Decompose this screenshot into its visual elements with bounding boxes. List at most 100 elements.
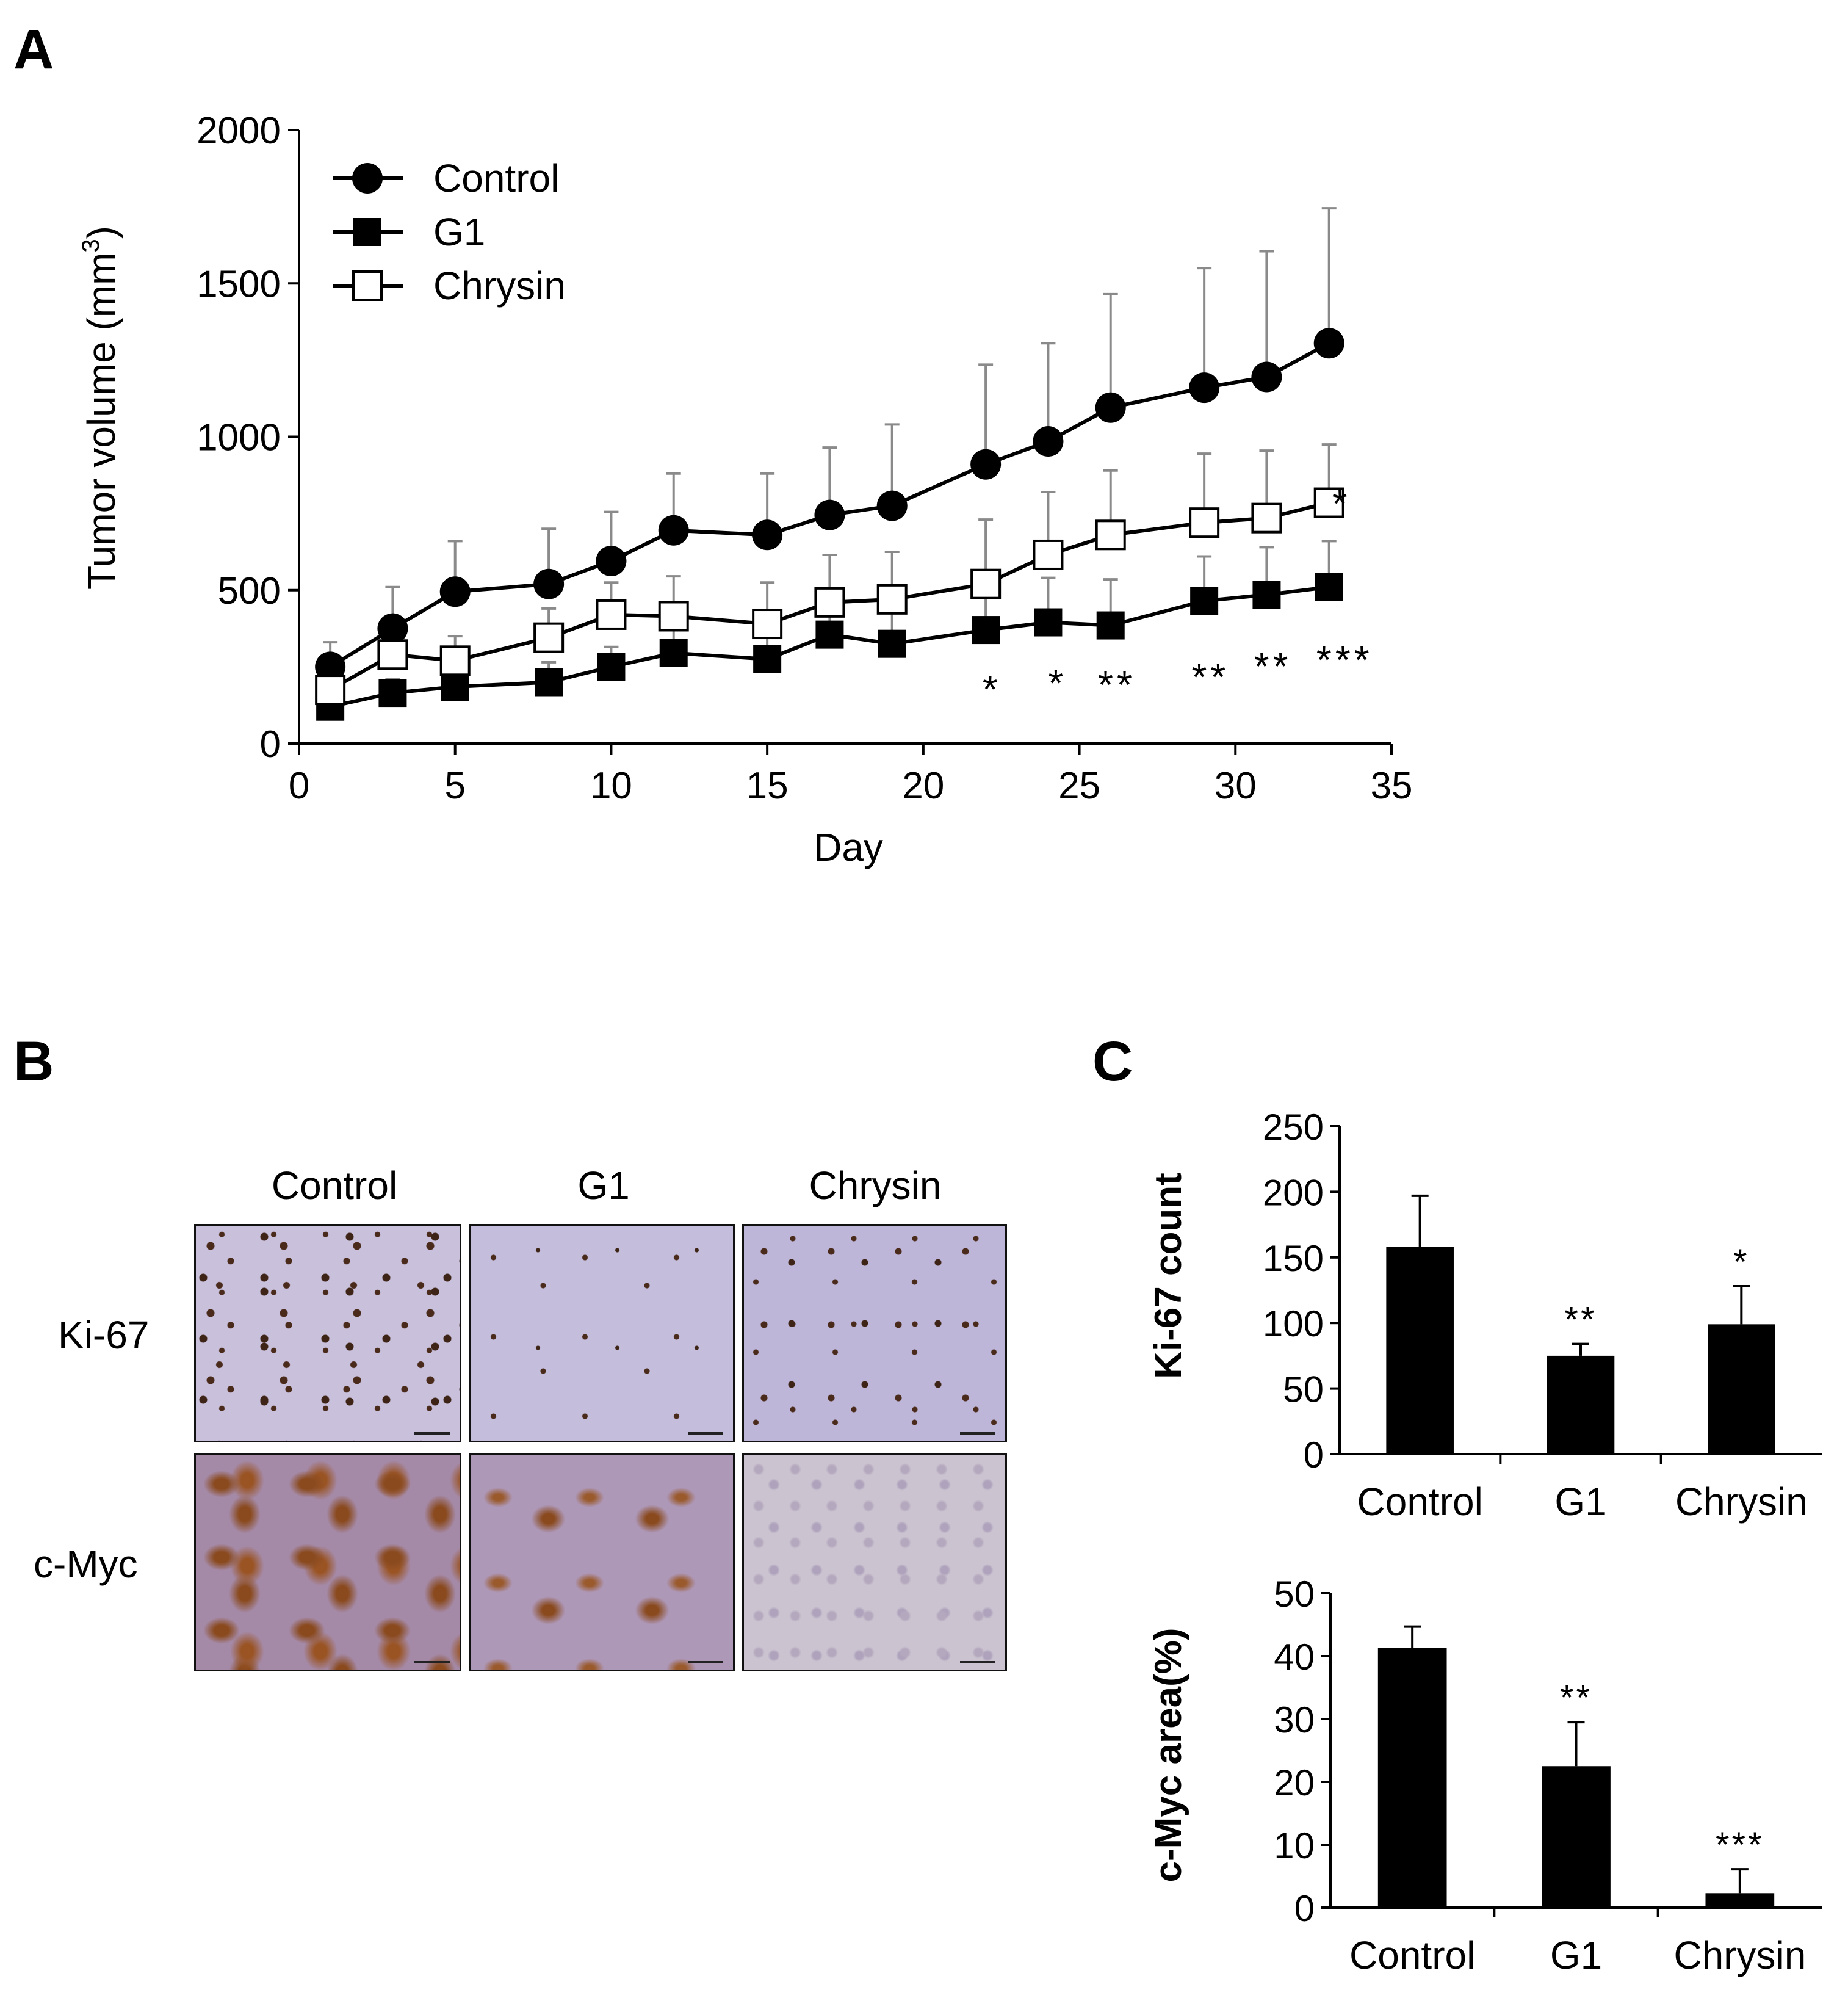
chartA-point-g1 xyxy=(1315,573,1343,601)
chartC2-y-tick-label: 30 xyxy=(1274,1699,1315,1740)
chartA-x-tick-label: 25 xyxy=(1058,765,1100,807)
panel-label-b: B xyxy=(13,1030,54,1093)
chartA-y-tick-label: 2000 xyxy=(197,110,281,152)
chartA-point-g1 xyxy=(878,629,906,658)
chartC1-y-tick-label: 100 xyxy=(1263,1303,1324,1344)
micrograph-ki67-chrysin xyxy=(742,1224,1007,1442)
chartA-y-label: Tumor volume (mm3) xyxy=(78,226,123,590)
scale-bar xyxy=(960,1661,995,1663)
chartA-point-chrysin xyxy=(1251,502,1282,534)
micrograph-cmyc-control xyxy=(194,1453,461,1671)
chartA-x-tick-label: 35 xyxy=(1371,765,1413,807)
chartC2-significance-mark: *** xyxy=(1716,1825,1764,1865)
chartA-point-chrysin xyxy=(970,568,1002,599)
col-header-chrysin: Chrysin xyxy=(809,1164,942,1207)
chartC2-significance-mark: ** xyxy=(1560,1678,1592,1718)
chartA-point-chrysin xyxy=(596,599,627,630)
chartA-significance-mark: * xyxy=(1332,482,1351,526)
micrograph-cmyc-g1 xyxy=(469,1453,735,1671)
chartC1-y-tick-label: 250 xyxy=(1263,1107,1324,1148)
chartC2-bar-g1 xyxy=(1542,1766,1611,1908)
chartC2-y-label: c-Myc area(%) xyxy=(1147,1628,1189,1883)
scale-bar xyxy=(960,1432,995,1435)
micrograph-cmyc-chrysin xyxy=(742,1453,1007,1671)
chartC2-y-tick-label: 40 xyxy=(1274,1637,1315,1678)
col-header-g1: G1 xyxy=(577,1164,630,1207)
chartA-point-g1 xyxy=(1034,608,1063,637)
chartC2-y-tick-label: 10 xyxy=(1274,1825,1315,1866)
chartC2-category-label: G1 xyxy=(1550,1933,1602,1977)
chartC2-y-tick-label: 50 xyxy=(1274,1574,1315,1615)
chartC1-y-tick-label: 0 xyxy=(1304,1435,1324,1475)
chartA-point-control xyxy=(352,163,383,194)
chartA-x-tick-label: 15 xyxy=(746,765,789,807)
chartA-point-chrysin xyxy=(439,645,471,676)
chartC1-bar-control xyxy=(1386,1247,1454,1454)
chartA-point-chrysin xyxy=(1033,539,1064,570)
chartA-point-chrysin xyxy=(1189,507,1220,538)
chartA-x-tick-label: 10 xyxy=(590,765,632,807)
chartA-legend-label: Control xyxy=(433,156,559,200)
chartA-point-g1 xyxy=(378,679,407,708)
chartA-x-label: Day xyxy=(814,825,883,869)
scale-bar xyxy=(414,1661,450,1663)
chartA-point-g1 xyxy=(815,620,844,649)
tumor-volume-chart: 0 500 1000 1500 2000 0 5 10 15 20 25 30 35 Control G1… xyxy=(78,110,1413,869)
chartA-point-control xyxy=(970,449,1002,480)
col-header-control: Control xyxy=(271,1164,398,1207)
chartA-point-control xyxy=(814,499,845,530)
chartA-point-g1 xyxy=(972,616,1000,645)
chartA-point-control xyxy=(1189,372,1220,404)
chartA-point-g1 xyxy=(753,645,782,673)
chartA-point-g1 xyxy=(535,668,563,697)
chartC1-y-tick-label: 50 xyxy=(1283,1369,1324,1410)
chartA-point-g1 xyxy=(1096,611,1125,640)
micrograph-ki67-g1 xyxy=(469,1224,735,1442)
chartA-x-tick-label: 20 xyxy=(902,765,944,807)
chartC1-bar-g1 xyxy=(1547,1355,1615,1454)
chartA-y-tick-label: 1500 xyxy=(197,263,281,305)
chartC2-y-tick-label: 20 xyxy=(1274,1762,1315,1803)
chartA-point-g1 xyxy=(441,673,469,701)
chartA-point-control xyxy=(596,546,627,577)
chartC2-bar-control xyxy=(1377,1648,1447,1908)
row-label-ki67: Ki-67 xyxy=(58,1313,150,1357)
row-label-cmyc: c-Myc xyxy=(34,1542,138,1586)
chartA-point-control xyxy=(439,576,471,607)
chartA-point-control xyxy=(1251,361,1282,393)
chartC1-category-label: Control xyxy=(1357,1480,1483,1524)
chartA-point-chrysin xyxy=(1313,487,1344,518)
chartA-point-chrysin xyxy=(658,601,689,632)
chartC2-y-tick-label: 0 xyxy=(1294,1888,1315,1929)
chartA-point-control xyxy=(752,519,783,551)
chartA-point-chrysin xyxy=(1095,519,1126,551)
chartC1-category-label: G1 xyxy=(1554,1480,1606,1524)
chartA-significance-mark: * xyxy=(983,667,1002,711)
chartA-point-chrysin xyxy=(752,609,783,640)
chartC1-y-label: Ki-67 count xyxy=(1147,1173,1189,1379)
chartA-x-tick-label: 0 xyxy=(289,765,309,807)
chartA-point-chrysin xyxy=(377,639,408,670)
chartA-significance-mark: ** xyxy=(1254,644,1292,688)
chartA-point-chrysin xyxy=(315,675,346,706)
chartA-point-chrysin xyxy=(814,587,845,618)
chartA-y-tick-label: 0 xyxy=(260,723,281,766)
chartA-point-control xyxy=(658,515,689,546)
chartA-significance-mark: *** xyxy=(1316,638,1373,682)
chartA-point-g1 xyxy=(1252,581,1281,609)
chartA-point-g1 xyxy=(597,653,626,681)
chartA-x-tick-label: 30 xyxy=(1215,765,1257,807)
chartA-point-g1 xyxy=(659,639,688,667)
chartA-point-control xyxy=(315,651,346,682)
chartA-legend-label: G1 xyxy=(433,210,485,254)
chartC1-bar-chrysin xyxy=(1708,1324,1775,1454)
chartA-point-control xyxy=(876,490,908,521)
chartC1-significance-mark: ** xyxy=(1564,1300,1597,1340)
panel-label-a: A xyxy=(13,18,54,81)
chartA-point-control xyxy=(1095,392,1126,423)
chartC1-y-tick-label: 200 xyxy=(1263,1172,1324,1213)
micrograph-ki67-control xyxy=(194,1224,461,1442)
chartC2-category-label: Chrysin xyxy=(1673,1933,1806,1977)
